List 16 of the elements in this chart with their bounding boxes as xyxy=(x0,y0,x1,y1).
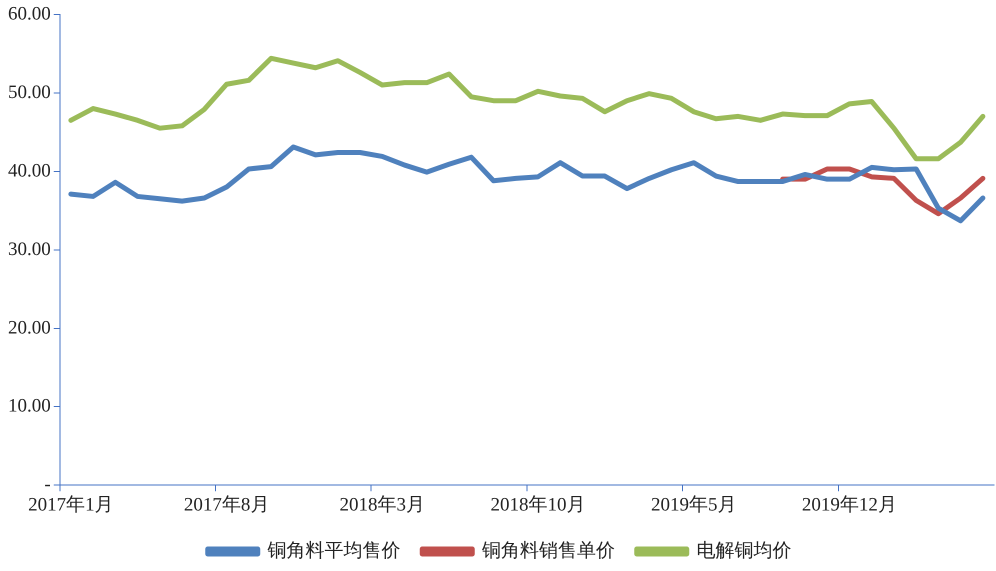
x-tick-label: 2019年5月 xyxy=(650,494,736,516)
x-tick-label: 2018年10月 xyxy=(490,494,586,516)
y-tick-label: 30.00 xyxy=(8,238,51,260)
y-tick-label: 50.00 xyxy=(8,82,51,103)
x-tick-label: 2017年8月 xyxy=(184,494,270,516)
legend-label: 铜角料平均售价 xyxy=(266,539,400,562)
y-tick-label: 10.00 xyxy=(8,396,51,417)
x-tick-label: 2019年12月 xyxy=(802,494,897,516)
legend-label: 电解铜均价 xyxy=(696,539,792,562)
y-tick-label: 40.00 xyxy=(8,160,51,182)
y-tick-label: 60.00 xyxy=(8,3,51,24)
x-tick-label: 2017年1月 xyxy=(28,494,114,516)
y-tick-label: - xyxy=(44,474,51,496)
y-tick-label: 20.00 xyxy=(8,317,51,338)
legend-label: 铜角料销售单价 xyxy=(480,539,615,562)
x-tick-label: 2018年3月 xyxy=(340,494,426,516)
